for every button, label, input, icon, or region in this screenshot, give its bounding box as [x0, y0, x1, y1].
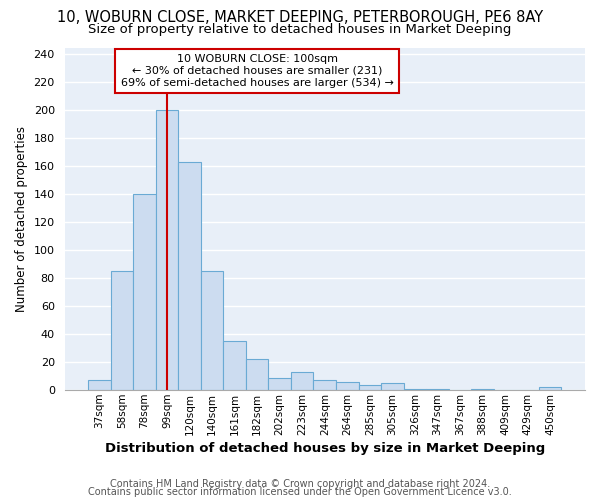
Bar [268, 378, 291, 390]
Bar [313, 380, 336, 390]
Bar [246, 360, 268, 390]
Bar [291, 372, 313, 390]
Bar [223, 341, 246, 390]
Bar [88, 380, 111, 390]
X-axis label: Distribution of detached houses by size in Market Deeping: Distribution of detached houses by size … [104, 442, 545, 455]
Y-axis label: Number of detached properties: Number of detached properties [15, 126, 28, 312]
Bar [201, 272, 223, 390]
Bar [178, 162, 201, 390]
Bar [111, 272, 133, 390]
Text: Size of property relative to detached houses in Market Deeping: Size of property relative to detached ho… [88, 22, 512, 36]
Text: 10 WOBURN CLOSE: 100sqm
← 30% of detached houses are smaller (231)
69% of semi-d: 10 WOBURN CLOSE: 100sqm ← 30% of detache… [121, 54, 394, 88]
Bar [133, 194, 156, 390]
Bar [404, 389, 426, 390]
Bar [381, 383, 404, 390]
Text: 10, WOBURN CLOSE, MARKET DEEPING, PETERBOROUGH, PE6 8AY: 10, WOBURN CLOSE, MARKET DEEPING, PETERB… [57, 10, 543, 25]
Bar [471, 389, 494, 390]
Bar [156, 110, 178, 390]
Text: Contains public sector information licensed under the Open Government Licence v3: Contains public sector information licen… [88, 487, 512, 497]
Bar [426, 389, 449, 390]
Bar [336, 382, 359, 390]
Text: Contains HM Land Registry data © Crown copyright and database right 2024.: Contains HM Land Registry data © Crown c… [110, 479, 490, 489]
Bar [359, 384, 381, 390]
Bar [539, 388, 562, 390]
